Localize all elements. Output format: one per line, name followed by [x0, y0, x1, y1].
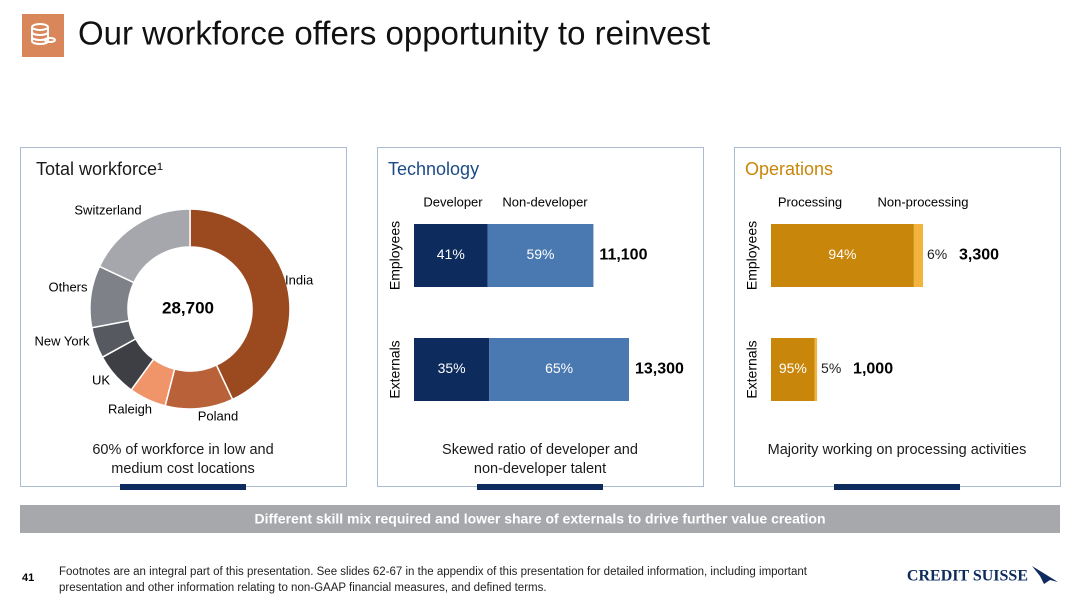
- logo: CREDIT SUISSE: [907, 568, 1028, 585]
- row-label: Employees: [744, 221, 760, 290]
- page-number: 41: [22, 572, 34, 584]
- bar-segment: [771, 338, 815, 401]
- bar-segment: [489, 338, 629, 401]
- panel-accent: [834, 484, 960, 490]
- value-label: 65%: [545, 360, 573, 376]
- bar-segment: [414, 338, 490, 401]
- row-label: Employees: [387, 221, 403, 290]
- panel-title: Operations: [745, 159, 833, 179]
- panel-accent: [120, 484, 246, 490]
- donut-segment: [189, 208, 291, 401]
- row-label: Externals: [744, 340, 760, 398]
- caption: Skewed ratio of developer and non-develo…: [442, 442, 638, 477]
- bar-segment: [487, 224, 594, 287]
- segment-label: India: [285, 272, 314, 287]
- legend-label: Non-developer: [502, 194, 588, 209]
- row-label: Externals: [387, 340, 403, 398]
- value-label: 41%: [437, 246, 465, 262]
- panel-accent: [477, 484, 603, 490]
- segment-label: Others: [48, 279, 88, 294]
- value-label: 35%: [438, 360, 466, 376]
- caption: 60% of workforce in low and medium cost …: [92, 442, 274, 477]
- panel-title: Total workforce¹: [36, 159, 163, 179]
- coins-icon: [31, 23, 56, 46]
- total-label: 13,300: [635, 361, 684, 378]
- center-label: 28,700: [162, 298, 214, 317]
- banner: [20, 505, 1060, 533]
- bar-segment: [771, 224, 914, 287]
- value-label: 6%: [927, 246, 947, 262]
- value-label: 94%: [828, 246, 856, 262]
- value-label: 59%: [526, 246, 554, 262]
- slide-title: Our workforce offers opportunity to rein…: [78, 15, 710, 52]
- footnote: Footnotes are an integral part of this p…: [59, 566, 807, 594]
- donut-segment: [98, 208, 191, 284]
- legend-label: Processing: [778, 194, 842, 209]
- segment-label: UK: [92, 372, 110, 387]
- caption: Majority working on processing activitie…: [767, 442, 1027, 458]
- legend-label: Developer: [423, 194, 483, 209]
- segment-label: New York: [35, 333, 90, 348]
- bar-segment: [414, 224, 488, 287]
- banner-text: Different skill mix required and lower s…: [254, 511, 825, 527]
- segment-label: Switzerland: [74, 202, 141, 217]
- value-label: 95%: [779, 360, 807, 376]
- total-label: 1,000: [853, 361, 893, 378]
- total-label: 11,100: [599, 247, 647, 264]
- value-label: 5%: [821, 360, 841, 376]
- legend-label: Non-processing: [877, 194, 968, 209]
- total-label: 3,300: [959, 247, 999, 264]
- logo-sail: [1032, 566, 1058, 584]
- segment-label: Poland: [198, 408, 238, 423]
- bar-segment: [814, 338, 818, 401]
- segment-label: Raleigh: [108, 401, 152, 416]
- bar-segment: [913, 224, 923, 287]
- panel-title: Technology: [388, 159, 479, 179]
